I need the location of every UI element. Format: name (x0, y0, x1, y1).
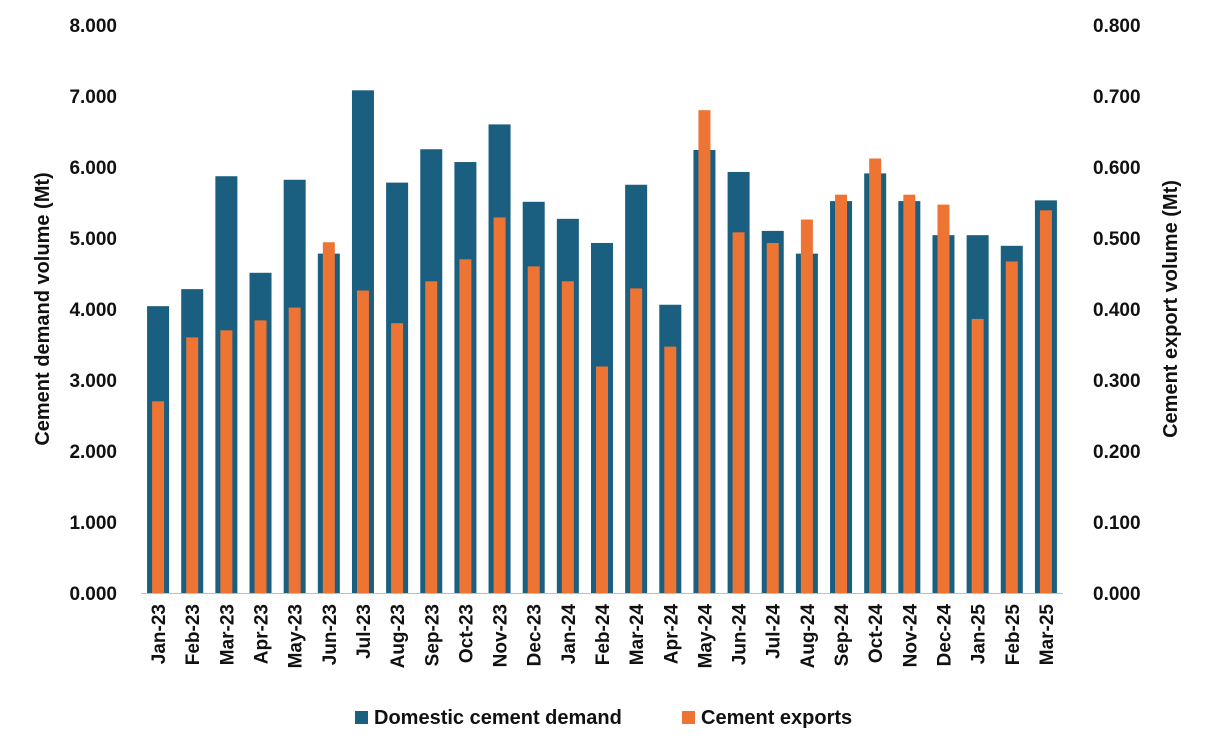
x-tick-label: Sep-24 (832, 604, 853, 667)
x-tick-label: May-24 (695, 604, 716, 669)
x-tick-label: Aug-24 (798, 604, 819, 669)
left-tick-label: 0.000 (69, 584, 117, 605)
x-tick-label: Jul-23 (354, 604, 375, 659)
right-tick-label: 0.300 (1093, 371, 1141, 392)
bar-cement-exports (903, 194, 916, 593)
x-tick-label: Dec-23 (525, 604, 546, 666)
bar-cement-exports (800, 219, 813, 594)
x-tick-label: Apr-23 (252, 604, 273, 664)
x-tick-label: Sep-23 (422, 604, 443, 666)
x-tick-label: Jan-25 (969, 604, 990, 665)
bar-cement-exports (152, 401, 165, 593)
right-tick-label: 0.000 (1093, 584, 1141, 605)
x-tick-label: Apr-24 (661, 604, 682, 665)
bar-cement-exports (459, 259, 472, 593)
left-tick-label: 7.000 (69, 87, 117, 108)
bar-cement-exports (1005, 261, 1018, 593)
exports-bars (152, 110, 1052, 594)
bar-cement-exports (391, 323, 404, 593)
bar-cement-exports (869, 158, 882, 594)
legend-label-domestic: Domestic cement demand (374, 707, 622, 729)
bar-cement-exports (835, 194, 848, 593)
bar-cement-exports (288, 307, 301, 593)
x-tick-label: Mar-23 (217, 604, 238, 665)
x-tick-label: Jul-24 (764, 604, 785, 659)
bar-cement-exports (698, 110, 711, 593)
left-tick-label: 6.000 (69, 158, 117, 179)
right-tick-label: 0.700 (1093, 87, 1141, 108)
bar-cement-exports (527, 266, 540, 593)
x-tick-label: Dec-24 (934, 604, 955, 667)
bar-cement-exports (971, 318, 984, 593)
bar-cement-exports (732, 232, 745, 593)
x-tick-label: Jan-23 (149, 604, 170, 664)
bar-cement-exports (664, 346, 677, 593)
x-tick-label: May-23 (286, 604, 307, 668)
bar-cement-exports (766, 242, 779, 593)
bar-cement-exports (630, 288, 643, 593)
right-tick-label: 0.100 (1093, 513, 1141, 534)
x-tick-label: Oct-24 (866, 604, 887, 664)
bar-cement-exports (493, 217, 506, 593)
right-axis-ticks: 0.000 0.100 0.200 0.300 0.400 0.500 0.600 0.700… (1093, 16, 1141, 605)
x-tick-label: Jun-23 (320, 604, 341, 665)
x-axis-ticks: Jan-23 Feb-23 Mar-23 Apr-23 May-23 Jun-23 Jul-… (149, 604, 1058, 669)
right-tick-label: 0.600 (1093, 158, 1141, 179)
left-axis-title: Cement demand volume (Mt) (32, 172, 54, 445)
left-tick-label: 5.000 (69, 229, 117, 250)
x-tick-label: Aug-23 (388, 604, 409, 668)
x-tick-label: Nov-23 (491, 604, 512, 667)
right-tick-label: 0.800 (1093, 16, 1141, 37)
left-tick-label: 4.000 (69, 300, 117, 321)
bar-cement-exports (561, 281, 574, 593)
bar-cement-exports (186, 337, 199, 593)
x-tick-label: Nov-24 (900, 604, 921, 668)
right-tick-label: 0.500 (1093, 229, 1141, 250)
bar-cement-exports (937, 204, 950, 593)
bar-cement-exports (322, 242, 335, 593)
bar-cement-exports (356, 290, 369, 593)
legend-swatch-domestic (355, 711, 368, 724)
left-tick-label: 3.000 (69, 371, 117, 392)
x-tick-label: Oct-23 (456, 604, 477, 663)
bar-cement-exports (1039, 210, 1052, 593)
legend: Domestic cement demand Cement exports (355, 707, 852, 729)
x-tick-label: Jun-24 (730, 604, 751, 666)
left-axis-ticks: 0.000 1.000 2.000 3.000 4.000 5.000 6.000 7.000… (69, 16, 117, 605)
right-tick-label: 0.200 (1093, 442, 1141, 463)
x-tick-label: Feb-24 (593, 604, 614, 666)
legend-swatch-exports (682, 711, 695, 724)
bar-cement-exports (220, 330, 233, 593)
left-tick-label: 2.000 (69, 442, 117, 463)
bar-cement-exports (596, 366, 608, 593)
bar-cement-exports (425, 281, 438, 593)
left-tick-label: 8.000 (69, 16, 117, 37)
bar-cement-exports (254, 320, 267, 593)
legend-label-exports: Cement exports (701, 707, 852, 729)
left-tick-label: 1.000 (69, 513, 117, 534)
x-tick-label: Jan-24 (559, 604, 580, 665)
x-tick-label: Feb-23 (183, 604, 204, 665)
right-axis-title: Cement export volume (Mt) (1160, 180, 1182, 438)
x-tick-label: Feb-25 (1003, 604, 1024, 666)
x-tick-label: Mar-24 (627, 604, 648, 666)
right-tick-label: 0.400 (1093, 300, 1141, 321)
x-tick-label: Mar-25 (1037, 604, 1058, 666)
